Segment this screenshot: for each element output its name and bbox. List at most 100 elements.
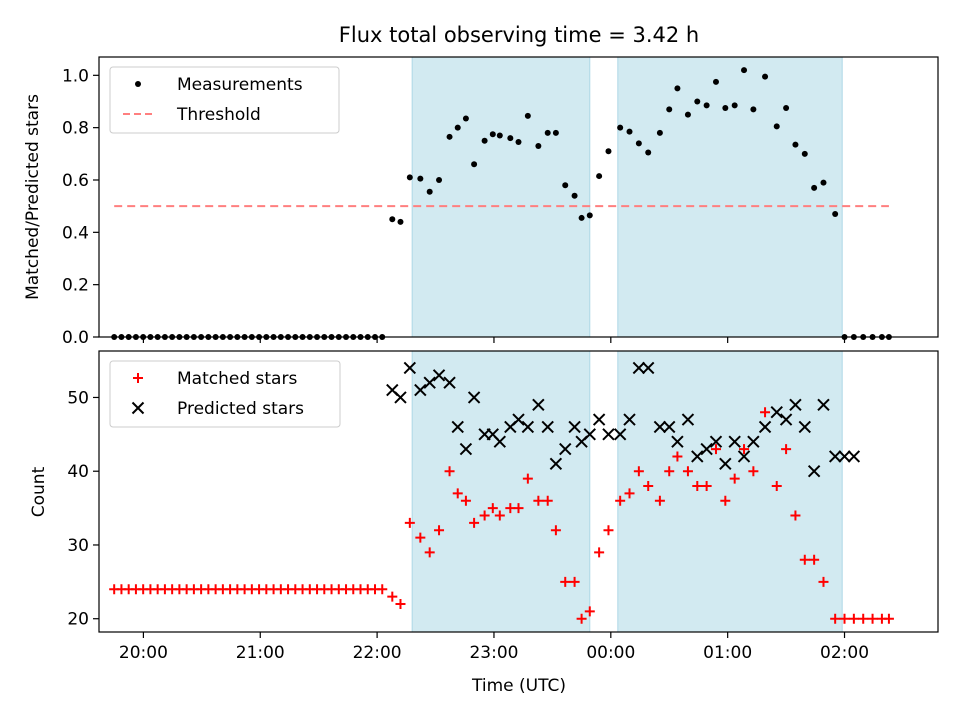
data-point bbox=[731, 102, 738, 109]
data-point bbox=[521, 420, 535, 434]
data-point bbox=[423, 376, 436, 389]
legend-predicted-stars-label: Predicted stars bbox=[177, 399, 304, 419]
data-point bbox=[615, 495, 626, 506]
data-point bbox=[397, 218, 404, 225]
x-tick-label: 20:00 bbox=[119, 643, 168, 663]
data-point bbox=[403, 361, 417, 375]
data-point bbox=[623, 413, 636, 426]
count-panel-frame bbox=[98, 350, 939, 633]
legend-box bbox=[109, 66, 340, 134]
data-point bbox=[701, 480, 712, 491]
data-point bbox=[389, 216, 396, 223]
data-point bbox=[832, 211, 839, 218]
data-point bbox=[541, 420, 554, 434]
data-point bbox=[493, 435, 507, 448]
data-point bbox=[395, 598, 406, 609]
data-point bbox=[617, 124, 624, 131]
data-point bbox=[603, 525, 614, 536]
ratio-y-ticks: 0.0 0.2 0.4 0.6 0.8 1.0 bbox=[62, 66, 99, 348]
data-point bbox=[666, 106, 673, 113]
data-point bbox=[533, 495, 544, 506]
data-point bbox=[387, 591, 398, 602]
data-point bbox=[809, 554, 820, 565]
data-point bbox=[719, 457, 732, 471]
ratio-panel-frame bbox=[98, 56, 939, 338]
data-point bbox=[801, 150, 808, 157]
data-point bbox=[653, 420, 667, 434]
data-point bbox=[434, 525, 445, 536]
data-point bbox=[664, 466, 675, 477]
data-point bbox=[592, 413, 606, 426]
y-tick-label: 50 bbox=[67, 388, 89, 408]
data-point bbox=[471, 161, 478, 168]
data-point bbox=[494, 510, 505, 521]
data-point bbox=[692, 480, 703, 491]
data-point bbox=[596, 173, 603, 180]
x-axis-label: Time (UTC) bbox=[471, 676, 566, 696]
ratio-y-axis-label: Matched/Predicted stars bbox=[23, 94, 43, 300]
x-tick-label: 00:00 bbox=[586, 643, 635, 663]
data-point bbox=[454, 124, 461, 131]
data-point bbox=[426, 188, 433, 195]
data-point bbox=[489, 131, 496, 138]
data-point bbox=[532, 398, 545, 412]
data-point bbox=[542, 495, 553, 506]
data-point bbox=[415, 532, 426, 543]
data-point bbox=[446, 133, 453, 140]
count-y-ticks: 20 30 40 50 bbox=[67, 388, 99, 630]
data-point bbox=[414, 383, 427, 397]
legend-box bbox=[109, 360, 341, 428]
data-point bbox=[839, 613, 850, 624]
data-point bbox=[635, 140, 642, 147]
data-point bbox=[858, 613, 869, 624]
y-tick-label: 30 bbox=[67, 536, 89, 556]
data-point bbox=[703, 102, 710, 109]
legend-matched-stars-label: Matched stars bbox=[177, 369, 297, 389]
y-tick-label: 0.6 bbox=[62, 171, 89, 191]
data-point bbox=[394, 391, 407, 404]
count-legend: Matched stars Predicted stars bbox=[109, 360, 341, 428]
data-point bbox=[748, 466, 759, 477]
observing-window-2 bbox=[617, 350, 843, 633]
data-point bbox=[781, 444, 792, 455]
data-point bbox=[586, 212, 593, 219]
chart-title: Flux total observing time = 3.42 h bbox=[339, 23, 699, 47]
data-point bbox=[444, 466, 455, 477]
data-point bbox=[605, 148, 612, 155]
data-point bbox=[424, 547, 435, 558]
count-x-ticks: 20:00 21:00 22:00 23:00 00:00 01:00 02:00 bbox=[119, 632, 869, 663]
data-point bbox=[739, 444, 750, 455]
data-point bbox=[550, 525, 561, 536]
y-tick-label: 20 bbox=[67, 610, 89, 630]
data-point bbox=[709, 435, 723, 448]
data-point bbox=[771, 480, 782, 491]
data-point bbox=[507, 135, 514, 142]
data-point bbox=[750, 106, 757, 113]
data-point bbox=[436, 176, 443, 183]
data-point bbox=[747, 435, 760, 448]
data-point bbox=[432, 369, 446, 382]
data-point bbox=[779, 413, 793, 426]
data-point bbox=[515, 139, 522, 146]
legend-measurements-marker bbox=[135, 81, 141, 87]
data-point bbox=[672, 451, 683, 462]
count-panel: 20 30 40 50 20:00 21:00 22:00 23:00 00:00 01:00 0… bbox=[29, 350, 939, 663]
legend-threshold-label: Threshold bbox=[176, 105, 261, 125]
data-point bbox=[602, 428, 615, 441]
data-point bbox=[559, 442, 572, 456]
data-point bbox=[633, 466, 644, 477]
count-series bbox=[109, 361, 894, 624]
y-tick-label: 0.8 bbox=[62, 119, 89, 139]
data-point bbox=[522, 473, 533, 484]
data-point bbox=[562, 182, 569, 189]
data-point bbox=[452, 488, 463, 499]
data-point bbox=[583, 428, 596, 441]
data-point bbox=[674, 85, 681, 92]
data-point bbox=[406, 174, 413, 181]
data-point bbox=[663, 420, 676, 434]
data-point bbox=[560, 576, 571, 587]
data-point bbox=[762, 73, 769, 80]
data-point bbox=[481, 137, 488, 144]
data-point bbox=[712, 78, 719, 85]
